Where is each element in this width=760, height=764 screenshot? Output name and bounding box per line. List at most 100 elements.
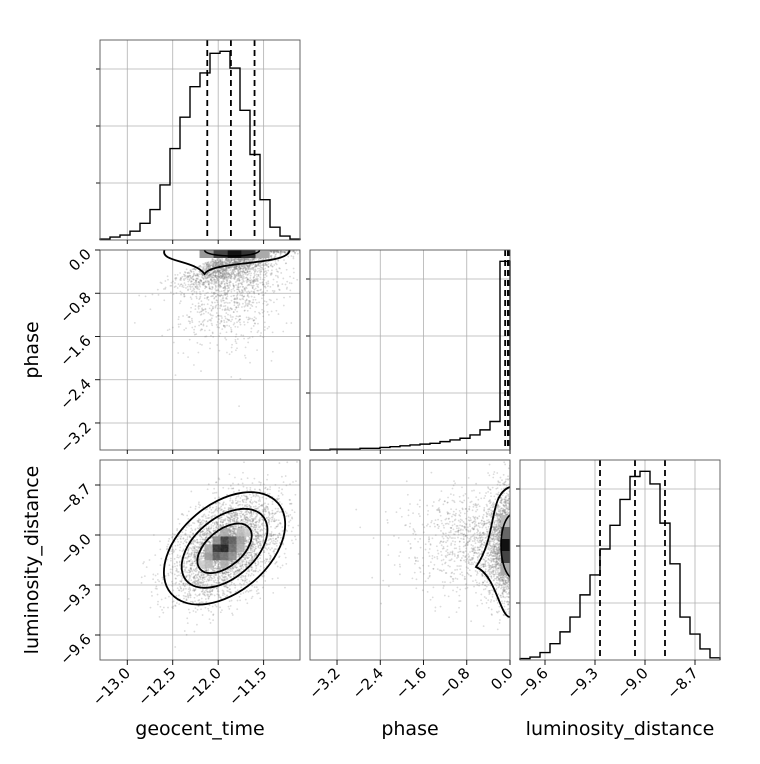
sample-point <box>251 318 253 320</box>
sample-point <box>289 289 291 291</box>
sample-point <box>214 604 216 606</box>
sample-point <box>251 285 253 287</box>
sample-point <box>203 267 205 269</box>
sample-point <box>161 609 163 611</box>
sample-point <box>253 325 255 327</box>
sample-point <box>184 545 186 547</box>
sample-point <box>190 601 192 603</box>
sample-point <box>268 547 270 549</box>
sample-point <box>191 548 193 550</box>
sample-point <box>173 342 175 344</box>
sample-point <box>237 326 239 328</box>
sample-point <box>201 266 203 268</box>
sample-point <box>277 524 279 526</box>
sample-point <box>202 614 204 616</box>
sample-point <box>246 573 248 575</box>
sample-point <box>292 542 294 544</box>
sample-point <box>269 549 271 551</box>
sample-point <box>250 497 252 499</box>
sample-point <box>181 577 183 579</box>
sample-point <box>182 352 184 354</box>
sample-point <box>265 292 267 294</box>
sample-point <box>271 360 273 362</box>
sample-point <box>281 476 283 478</box>
sample-point <box>256 590 258 592</box>
sample-point <box>251 597 253 599</box>
sample-point <box>209 288 211 290</box>
sample-point <box>226 280 228 282</box>
sample-point <box>277 535 279 537</box>
sample-point <box>263 274 265 276</box>
sample-point <box>211 286 213 288</box>
sample-point <box>190 506 192 508</box>
sample-point <box>205 286 207 288</box>
sample-point <box>247 310 249 312</box>
sample-point <box>247 285 249 287</box>
sample-point <box>277 540 279 542</box>
sample-point <box>214 492 216 494</box>
sample-point <box>229 267 231 269</box>
sample-point <box>177 541 179 543</box>
sample-point <box>205 509 207 511</box>
sample-point <box>239 501 241 503</box>
sample-point <box>175 595 177 597</box>
sample-point <box>273 543 275 545</box>
sample-point <box>216 606 218 608</box>
sample-point <box>154 554 156 556</box>
sample-point <box>237 302 239 304</box>
sample-point <box>215 292 217 294</box>
sample-point <box>257 280 259 282</box>
sample-point <box>208 265 210 267</box>
sample-point <box>218 318 220 320</box>
sample-point <box>174 282 176 284</box>
sample-point <box>195 611 197 613</box>
sample-point <box>227 276 229 278</box>
sample-point <box>222 271 224 273</box>
sample-point <box>230 514 232 516</box>
sample-point <box>199 305 201 307</box>
sample-point <box>239 315 241 317</box>
sample-point <box>243 338 245 340</box>
sample-point <box>201 303 203 305</box>
sample-point <box>233 311 235 313</box>
sample-point <box>192 289 194 291</box>
sample-point <box>256 290 258 292</box>
sample-point <box>208 526 210 528</box>
sample-point <box>216 324 218 326</box>
sample-point <box>257 268 259 270</box>
sample-point <box>193 268 195 270</box>
sample-point <box>247 305 249 307</box>
sample-point <box>230 327 232 329</box>
sample-point <box>229 262 231 264</box>
sample-point <box>250 268 252 270</box>
sample-point <box>187 278 189 280</box>
sample-point <box>221 578 223 580</box>
sample-point <box>253 319 255 321</box>
sample-point <box>242 335 244 337</box>
sample-point <box>196 342 198 344</box>
sample-point <box>266 290 268 292</box>
sample-point <box>221 320 223 322</box>
sample-point <box>196 570 198 572</box>
sample-point <box>175 578 177 580</box>
sample-point <box>239 599 241 601</box>
sample-point <box>189 339 191 341</box>
sample-point <box>265 273 267 275</box>
sample-point <box>252 482 254 484</box>
sample-point <box>271 510 273 512</box>
sample-point <box>258 522 260 524</box>
sample-point <box>248 575 250 577</box>
sample-point <box>274 520 276 522</box>
sample-point <box>254 323 256 325</box>
sample-point <box>232 259 234 261</box>
sample-point <box>234 290 236 292</box>
sample-point <box>227 314 229 316</box>
sample-point <box>178 283 180 285</box>
sample-point <box>240 512 242 514</box>
sample-point <box>275 541 277 543</box>
sample-point <box>199 594 201 596</box>
sample-point <box>190 286 192 288</box>
sample-point <box>184 585 186 587</box>
sample-point <box>264 326 266 328</box>
